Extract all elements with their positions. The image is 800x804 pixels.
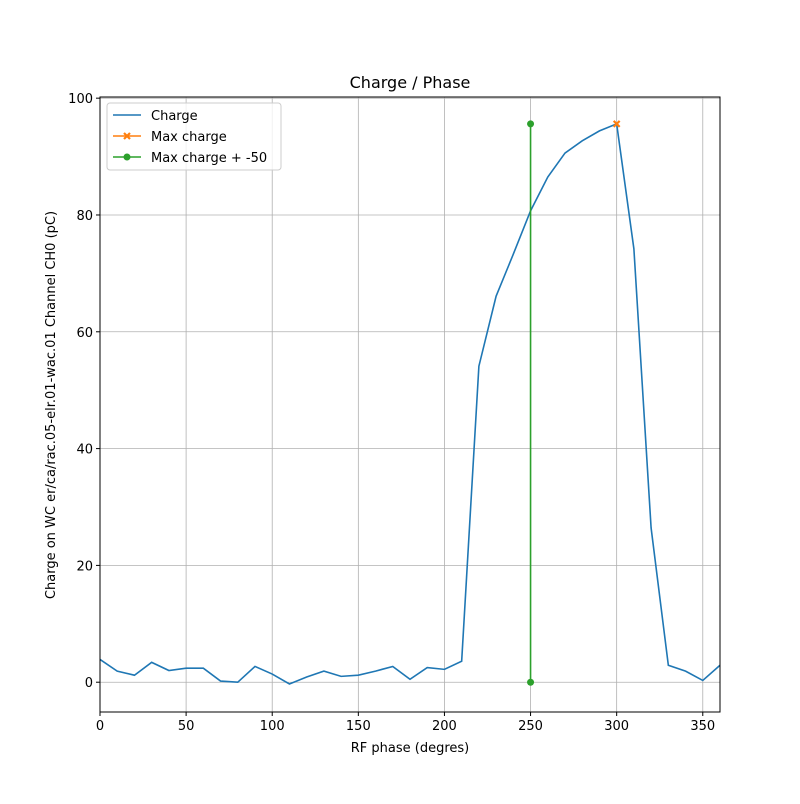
legend-label-charge: Charge	[151, 109, 198, 124]
x-tick-label: 200	[432, 719, 457, 734]
axes-frame	[99, 96, 721, 713]
x-tick-label: 50	[178, 719, 195, 734]
plot-area	[99, 120, 721, 686]
legend-marker-max-charge-50	[123, 153, 131, 161]
x-axis-label: RF phase (degres)	[351, 741, 469, 756]
legend: Charge Max charge Max charge + -50	[106, 102, 282, 171]
marker-stroke	[123, 132, 131, 140]
y-tick-label: 40	[76, 443, 93, 458]
y-tick-label: 60	[76, 326, 93, 341]
x-tick-label: 0	[96, 719, 104, 734]
legend-label-max-charge: Max charge	[151, 130, 227, 145]
y-axis-label: Charge on WC er/ca/rac.05-elr.01-wac.01 …	[44, 211, 59, 599]
x-tick-label: 100	[260, 719, 285, 734]
ticks: 0 50 100 150 200 250 300 350 0 20 40 60 80 100	[68, 92, 715, 734]
x-tick-label: 250	[518, 719, 543, 734]
y-tick-label: 0	[85, 676, 93, 691]
legend-marker-max-charge	[123, 132, 131, 140]
data-point-max-charge-50	[527, 678, 535, 686]
data-point-max-charge-50	[527, 120, 535, 128]
data-point-max-charge	[612, 120, 621, 128]
chart-title: Charge / Phase	[350, 73, 471, 92]
x-tick-label: 150	[346, 719, 371, 734]
x-tick-label: 350	[690, 719, 715, 734]
marker-stroke	[612, 120, 621, 128]
y-tick-label: 80	[76, 209, 93, 224]
series-line-charge	[99, 122, 721, 685]
y-tick-label: 20	[76, 559, 93, 574]
legend-label-max-charge-50: Max charge + -50	[151, 151, 267, 166]
y-tick-label: 100	[68, 92, 93, 107]
x-tick-label: 300	[604, 719, 629, 734]
grid	[99, 97, 720, 712]
